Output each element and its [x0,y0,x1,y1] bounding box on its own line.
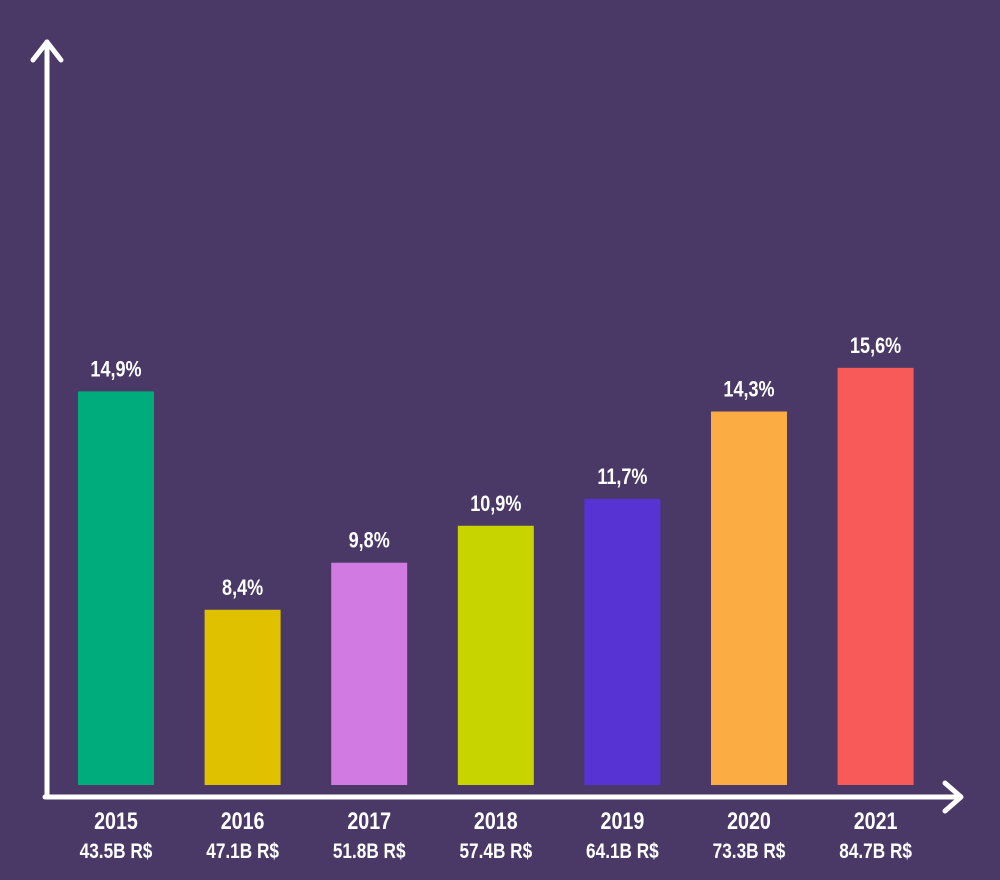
x-tick-sublabel: 57.4B R$ [459,841,532,864]
data-label: 11,7% [597,465,647,489]
x-tick-sublabel: 51.8B R$ [333,841,406,864]
x-tick-sublabel: 47.1B R$ [206,841,279,864]
x-tick-label: 2019 [601,807,645,834]
x-axis-arrow-icon [942,780,964,814]
bar-2017 [331,562,408,785]
bar-2019 [584,498,661,785]
x-tick-label: 2017 [347,807,391,834]
bar-2021 [837,367,914,785]
data-label: 14,3% [723,378,774,402]
bar-2018 [457,525,534,785]
bar-2016 [204,609,281,785]
y-axis-arrow-icon [30,39,64,63]
x-tick-label: 2015 [94,807,138,834]
data-label: 14,9% [90,358,141,382]
x-tick-sublabel: 64.1B R$ [586,841,659,864]
bar-2020 [711,411,787,785]
bar-2015 [78,391,154,785]
x-tick-sublabel: 84.7B R$ [839,841,912,864]
x-tick-label: 2021 [854,807,898,834]
x-tick-label: 2016 [221,807,265,834]
y-axis [30,39,64,800]
data-label: 15,6% [850,334,901,358]
x-tick-label: 2020 [727,807,771,834]
data-label: 9,8% [349,529,390,553]
x-tick-sublabel: 43.5B R$ [80,841,153,864]
x-tick-sublabel: 73.3B R$ [713,841,786,864]
x-axis [42,780,964,814]
data-label: 8,4% [222,576,263,600]
x-tick-label: 2018 [474,807,518,834]
data-label: 10,9% [470,492,521,516]
